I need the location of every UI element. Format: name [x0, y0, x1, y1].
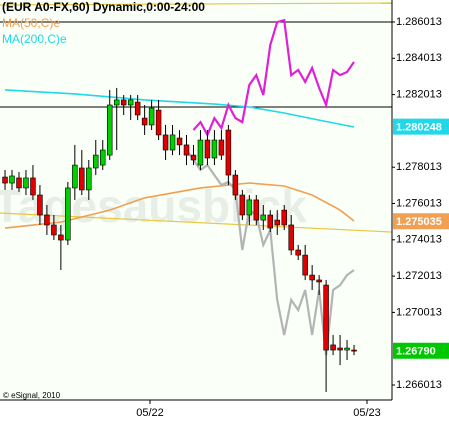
price-tag — [393, 118, 449, 135]
price-tag-label: 1.26790 — [396, 346, 436, 358]
candle-body — [176, 137, 183, 146]
candle-body — [100, 149, 106, 166]
candle-body — [239, 194, 246, 216]
legend-entry: MA(50,C)e — [2, 16, 60, 30]
candle-body — [72, 164, 78, 189]
candle-body — [337, 347, 343, 351]
candle-body — [120, 99, 127, 106]
candle-body — [218, 139, 225, 156]
chart-title: (EUR A0-FX,60) Dynamic,0:00-24:00 — [2, 0, 205, 14]
price-tag-label: 1.275035 — [396, 216, 442, 228]
y-tick-label: 1.278013 — [396, 161, 442, 173]
y-tick-label: 1.266013 — [396, 379, 442, 391]
candle-body — [274, 219, 280, 226]
candle-body — [330, 344, 336, 351]
candle-body — [295, 249, 301, 256]
y-tick-label: 1.270013 — [396, 306, 442, 318]
candle-body — [2, 176, 8, 184]
candle-body — [65, 187, 71, 241]
y-tick-label: 1.272013 — [396, 270, 442, 282]
candle-body — [190, 154, 197, 161]
candle-body — [37, 194, 43, 216]
candle-body — [58, 234, 64, 241]
candle-body — [197, 139, 204, 166]
source: © eSignal, 2010 — [3, 391, 61, 400]
candle-body — [162, 134, 169, 151]
candle-body — [260, 214, 267, 221]
candle-body — [281, 209, 287, 226]
candle-body — [323, 284, 329, 351]
y-tick-label: 1.274013 — [396, 234, 442, 246]
series-line — [192, 18, 355, 138]
candle-body — [44, 214, 50, 226]
candle-body — [148, 107, 155, 126]
price-tag — [393, 342, 449, 359]
candle-body — [79, 167, 85, 191]
candle-body — [267, 214, 274, 229]
y-tick-label: 1.282013 — [396, 89, 442, 101]
candle-body — [93, 154, 99, 169]
candle-body — [225, 129, 232, 176]
candle-body — [204, 139, 211, 159]
price-tag — [393, 213, 449, 230]
candle-body — [51, 224, 57, 236]
candle-body — [232, 174, 239, 196]
candle-body — [106, 104, 113, 156]
x-tick-label: 05/23 — [353, 407, 381, 419]
legend-entry: MA(200,C)e — [2, 32, 67, 46]
series-line — [4, 182, 355, 229]
candle-body — [351, 349, 357, 352]
candle-body — [253, 199, 260, 221]
candle-body — [183, 144, 190, 156]
x-tick-label: 05/22 — [136, 407, 164, 419]
y-tick-label: 1.284013 — [396, 52, 442, 64]
candle-body — [127, 99, 134, 106]
y-tick-label: 1.286013 — [396, 16, 442, 28]
candle-body — [169, 134, 176, 151]
candle-body — [211, 139, 218, 159]
candle-body — [16, 177, 22, 189]
candle-body — [155, 109, 162, 136]
y-tick-label: 1.276013 — [396, 197, 442, 209]
candle-body — [30, 177, 36, 196]
candle-body — [316, 279, 322, 283]
candle-body — [288, 224, 294, 251]
candle-body — [141, 117, 148, 126]
trend-line — [0, 2, 393, 6]
candle-body — [302, 254, 308, 276]
candle-body — [134, 101, 141, 116]
series-line — [4, 89, 355, 128]
candle-body — [309, 274, 315, 281]
candle-body — [344, 347, 350, 351]
price-tag-label: 1.280248 — [396, 122, 442, 134]
candle-body — [246, 199, 253, 216]
candle-body — [9, 175, 15, 184]
candle-body — [23, 177, 29, 189]
candle-body — [86, 167, 92, 191]
candle-body — [113, 99, 120, 106]
